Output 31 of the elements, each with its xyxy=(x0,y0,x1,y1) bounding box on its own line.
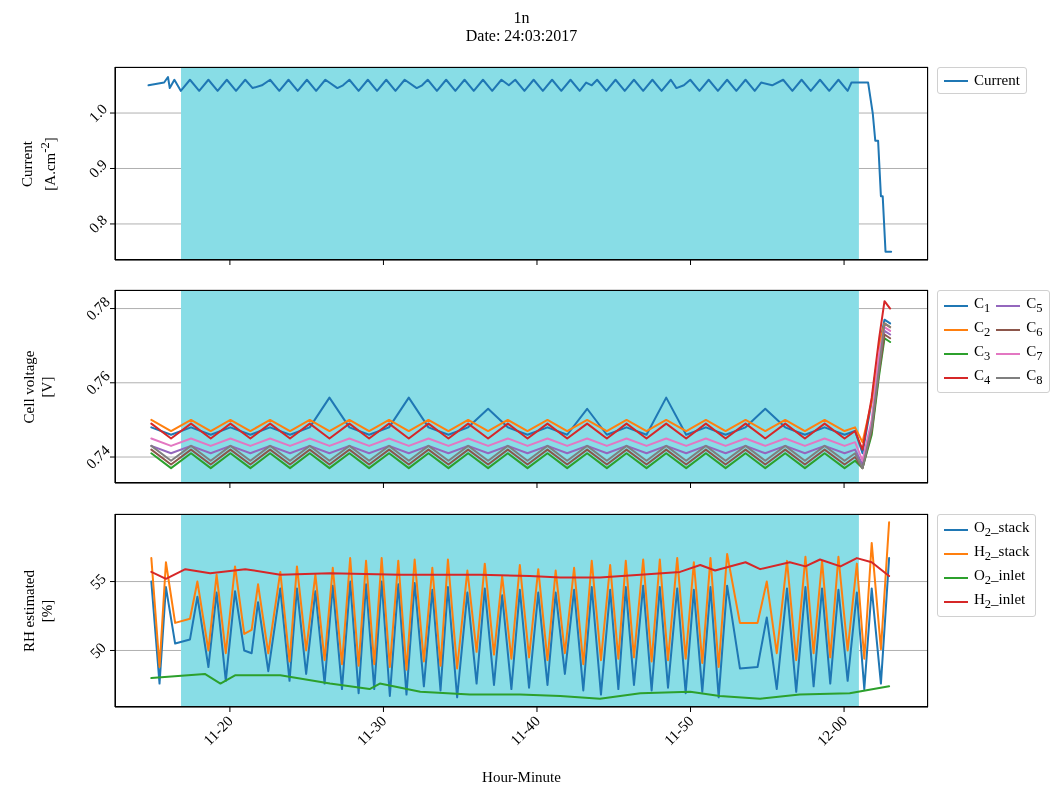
legend-label: C$_{6}$ xyxy=(1026,319,1043,340)
line-series xyxy=(150,672,891,700)
legend-label: C$_{1}$ xyxy=(974,295,991,316)
y-tick-label: 1.0 xyxy=(85,100,111,126)
legend-label: H$_{2}$_inlet xyxy=(974,591,1026,612)
legend-label: C$_{3}$ xyxy=(974,343,991,364)
chart-subtitle: Date: 24:03:2017 xyxy=(465,27,578,44)
y-tick-label: 0.76 xyxy=(83,367,114,398)
x-axis-title: Hour-Minute xyxy=(482,769,561,785)
legend-label: H$_{2}$_stack xyxy=(974,543,1030,564)
legend-label: C$_{2}$ xyxy=(974,319,991,340)
y-axis-title: Cell voltage [V] xyxy=(21,350,55,423)
chart-title: 1n xyxy=(513,9,530,26)
legend-label: O$_{2}$_inlet xyxy=(974,567,1026,588)
line-series xyxy=(150,521,891,671)
legend-label: C$_{5}$ xyxy=(1026,295,1043,316)
legend-label: C$_{8}$ xyxy=(1026,367,1043,388)
y-tick-label: 55 xyxy=(87,570,109,593)
line-series xyxy=(147,75,893,253)
line-series xyxy=(150,557,891,580)
y-tick-label: 0.8 xyxy=(85,211,111,237)
y-tick-label: 0.74 xyxy=(83,441,114,472)
y-tick-label: 0.78 xyxy=(83,293,113,324)
legend-label: C$_{4}$ xyxy=(974,367,991,388)
y-axis-title: RH estimated [%] xyxy=(21,569,55,652)
line-series xyxy=(150,557,891,699)
legend-label: Current xyxy=(974,72,1020,89)
y-tick-label: 50 xyxy=(87,639,109,662)
legend-label: C$_{7}$ xyxy=(1026,343,1043,364)
y-tick-label: 0.9 xyxy=(85,156,111,181)
legend-label: O$_{2}$_stack xyxy=(974,519,1030,540)
